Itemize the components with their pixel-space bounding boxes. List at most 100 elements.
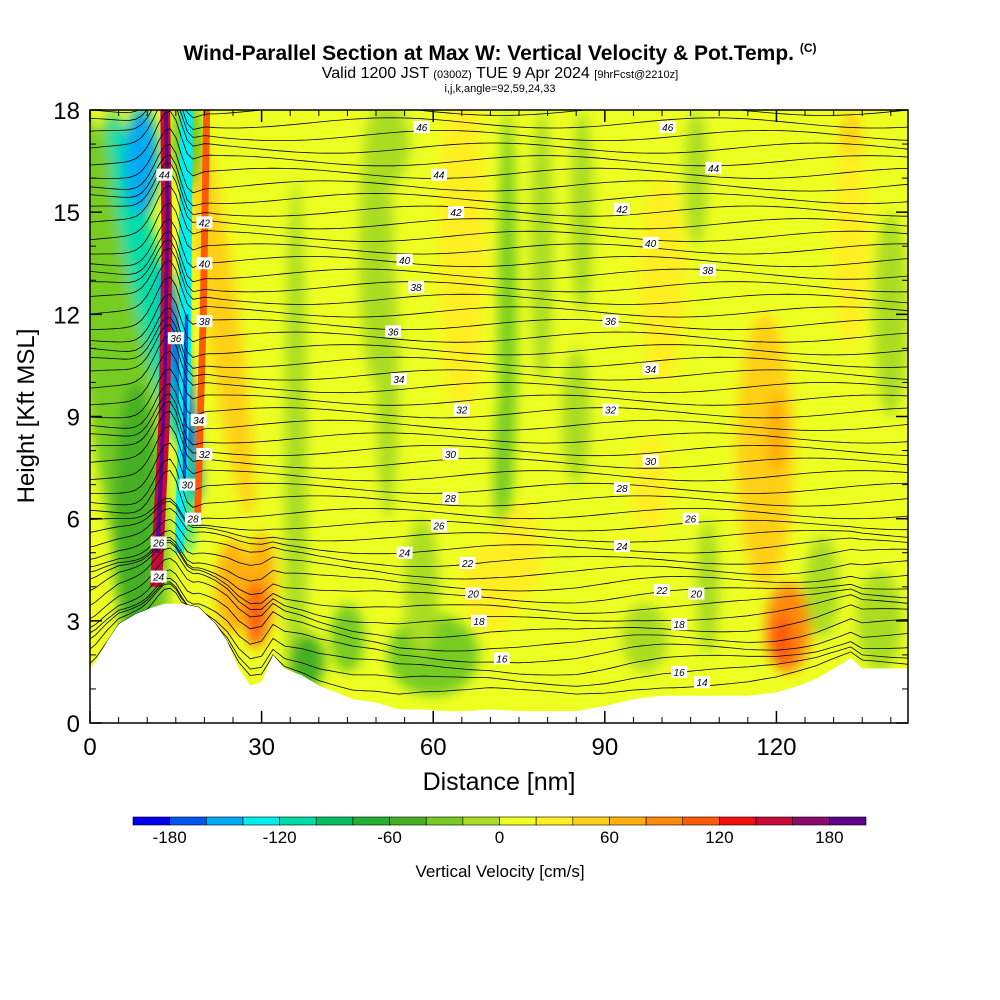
colorbar-box <box>425 816 464 826</box>
colorbar-tick-label: 60 <box>600 828 619 847</box>
contour-label: 14 <box>694 676 711 689</box>
w-cell <box>570 110 594 315</box>
contour-label-text: 34 <box>393 375 405 386</box>
theta-contour <box>90 581 908 676</box>
theta-contour <box>90 324 908 381</box>
theta-contour <box>90 497 908 532</box>
theta-contour <box>90 185 908 242</box>
contour-label: 18 <box>671 618 688 631</box>
contour-label-text: 28 <box>615 484 628 495</box>
x-tick-label: 60 <box>420 734 447 761</box>
theta-contour <box>90 583 908 687</box>
w-cell <box>112 382 159 655</box>
contour-label: 42 <box>196 216 213 229</box>
contour-label: 24 <box>613 539 630 553</box>
potential-temperature-contours <box>90 110 908 695</box>
contour-label-text: 38 <box>199 317 211 328</box>
theta-contour <box>90 500 908 543</box>
theta-contour <box>90 110 908 141</box>
theta-contour <box>90 587 908 695</box>
contour-label-text: 34 <box>193 416 205 427</box>
theta-contour <box>90 368 908 419</box>
y-tick-label: 15 <box>53 200 80 227</box>
contour-label: 26 <box>682 512 699 526</box>
colorbar-box <box>682 816 720 826</box>
x-tick-label: 0 <box>83 734 96 761</box>
x-axis-label: Distance [nm] <box>423 768 576 796</box>
terrain-mask <box>90 603 908 723</box>
theta-contour <box>90 470 908 522</box>
w-core <box>174 110 193 553</box>
theta-contour <box>90 239 908 293</box>
w-core <box>182 314 189 485</box>
contour-label-text: 38 <box>410 283 422 294</box>
w-cell <box>438 110 485 417</box>
theta-contour <box>90 442 908 494</box>
colorbar-label: Vertical Velocity [cm/s] <box>415 862 585 881</box>
contour-label-text: 46 <box>416 123 428 134</box>
contour-label: 20 <box>688 587 705 601</box>
theta-contour <box>90 557 908 639</box>
w-cell <box>633 433 668 536</box>
colorbar-box <box>462 816 500 826</box>
contour-label-text: 32 <box>456 406 468 417</box>
theta-contour <box>90 231 908 283</box>
contour-label-text: 26 <box>684 515 697 526</box>
theta-contour <box>90 110 908 130</box>
contour-label-text: 20 <box>467 590 480 601</box>
contour-label: 32 <box>453 403 470 417</box>
contour-label: 42 <box>448 206 465 219</box>
colorbar-tick-label: 120 <box>705 828 733 847</box>
y-tick-label: 0 <box>67 711 80 738</box>
chart-indices: i,j,k,angle=92,59,24,33 <box>444 83 556 95</box>
contour-label-text: 44 <box>708 164 720 175</box>
colorbar-tick-label: 180 <box>815 828 843 847</box>
title-block: Wind-Parallel Section at Max W: Vertical… <box>0 36 1000 95</box>
colorbar-box <box>389 816 427 826</box>
contour-label-text: 14 <box>697 678 709 689</box>
contour-label-text: 28 <box>444 494 457 505</box>
contour-label-text: 44 <box>433 171 445 182</box>
contour-label-text: 18 <box>674 620 686 631</box>
theta-contour <box>90 393 908 446</box>
contour-label-text: 40 <box>399 256 411 267</box>
chart-title: Wind-Parallel Section at Max W: Vertical… <box>183 41 817 65</box>
contour-label: 32 <box>602 403 619 417</box>
contour-label: 40 <box>196 257 213 270</box>
contour-label: 24 <box>396 546 413 560</box>
theta-contour <box>90 247 908 305</box>
contour-label: 26 <box>430 519 447 532</box>
contour-label: 30 <box>642 454 659 468</box>
contour-label: 28 <box>184 512 201 526</box>
colorbar-box <box>755 816 793 826</box>
contour-label: 34 <box>642 362 659 376</box>
contour-label-text: 30 <box>645 457 657 468</box>
contour-label-text: 42 <box>451 208 463 219</box>
contour-label-text: 40 <box>199 259 211 270</box>
contour-label-text: 24 <box>152 573 165 584</box>
w-cell <box>530 110 554 383</box>
y-axis-label: Height [Kft MSL] <box>13 329 40 504</box>
contour-label-text: 40 <box>645 239 657 250</box>
theta-contour <box>90 529 908 580</box>
colorbar-box <box>352 816 390 826</box>
contour-label-text: 42 <box>616 205 628 216</box>
colorbar-box <box>132 816 170 826</box>
colorbar-box <box>279 816 317 826</box>
w-cell <box>561 348 591 485</box>
contour-label-text: 30 <box>445 450 457 461</box>
contour-labels: 46 46 44 44 44 42 42 42 40 40 40 38 38 38 36 36 36 34 34 34… <box>150 121 722 689</box>
contour-label: 26 <box>150 536 167 550</box>
theta-contour <box>90 143 908 194</box>
contour-label-text: 28 <box>186 515 199 526</box>
contour-label-text: 46 <box>662 123 674 134</box>
contour-label-text: 36 <box>605 317 617 328</box>
contour-label: 22 <box>459 556 476 570</box>
y-tick-label: 12 <box>53 302 80 329</box>
theta-contour <box>90 162 908 217</box>
contour-label: 20 <box>465 587 482 601</box>
colorbar-box <box>645 816 684 826</box>
y-tick-label: 3 <box>67 609 80 636</box>
colorbar-box <box>315 816 354 826</box>
contour-label-text: 30 <box>182 481 194 492</box>
